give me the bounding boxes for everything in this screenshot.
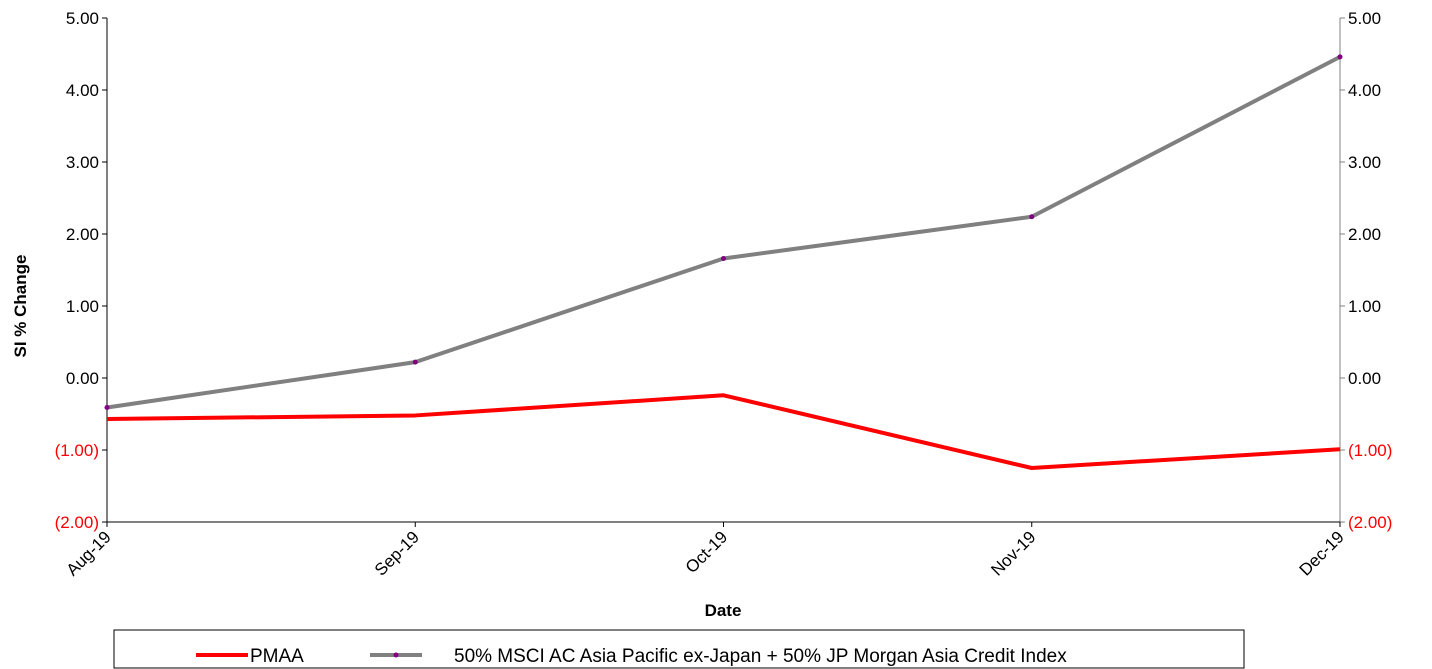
series-lines [104,54,1343,470]
y-tick-labels: 5.00 5.00 4.00 4.00 3.00 3.00 2.00 2.00 1.00 1.00… [55,9,1393,532]
legend-box [113,629,1245,669]
legend: PMAA 50% MSCI AC Asia Pacific ex-Japan + … [113,629,1245,669]
series-line-benchmark [106,55,1341,410]
x-tick-label: Sep-19 [371,527,423,579]
y-tick-label: 2.00 [66,225,99,244]
y-tick-label: 3.00 [66,153,99,172]
legend-marker [393,652,399,658]
y-tick-label-right: 4.00 [1348,81,1381,100]
y-tick-label-right: (1.00) [1348,441,1392,460]
y-tick-label-right: (2.00) [1348,513,1392,532]
data-point [1029,214,1035,220]
axes [102,17,1345,527]
x-tick-label: Oct-19 [682,527,732,577]
series-line-pmaa [106,393,1341,470]
data-point [1337,54,1343,60]
x-axis-title: Date [705,601,742,620]
x-tick-label: Dec-19 [1296,527,1348,579]
y-tick-label: 0.00 [66,369,99,388]
y-tick-label-right: 2.00 [1348,225,1381,244]
y-tick-label: (1.00) [55,441,99,460]
y-tick-label: 4.00 [66,81,99,100]
x-tick-label: Aug-19 [63,527,115,579]
y-tick-label-right: 1.00 [1348,297,1381,316]
y-tick-label: (2.00) [55,513,99,532]
x-tick-label: Nov-19 [987,527,1039,579]
data-point [721,255,726,261]
y-tick-label: 5.00 [66,9,99,28]
y-tick-label-right: 5.00 [1348,9,1381,28]
data-point [412,359,418,365]
y-tick-label-right: 3.00 [1348,153,1381,172]
data-point [104,405,110,411]
legend-label: 50% MSCI AC Asia Pacific ex-Japan + 50% … [454,646,1067,667]
legend-label: PMAA [250,646,304,667]
y-axis-title: SI % Change [11,255,30,358]
x-tick-labels: Aug-19 Sep-19 Oct-19 Nov-19 Dec-19 [63,527,1348,579]
y-tick-label: 1.00 [66,297,99,316]
y-tick-label-right: 0.00 [1348,369,1381,388]
